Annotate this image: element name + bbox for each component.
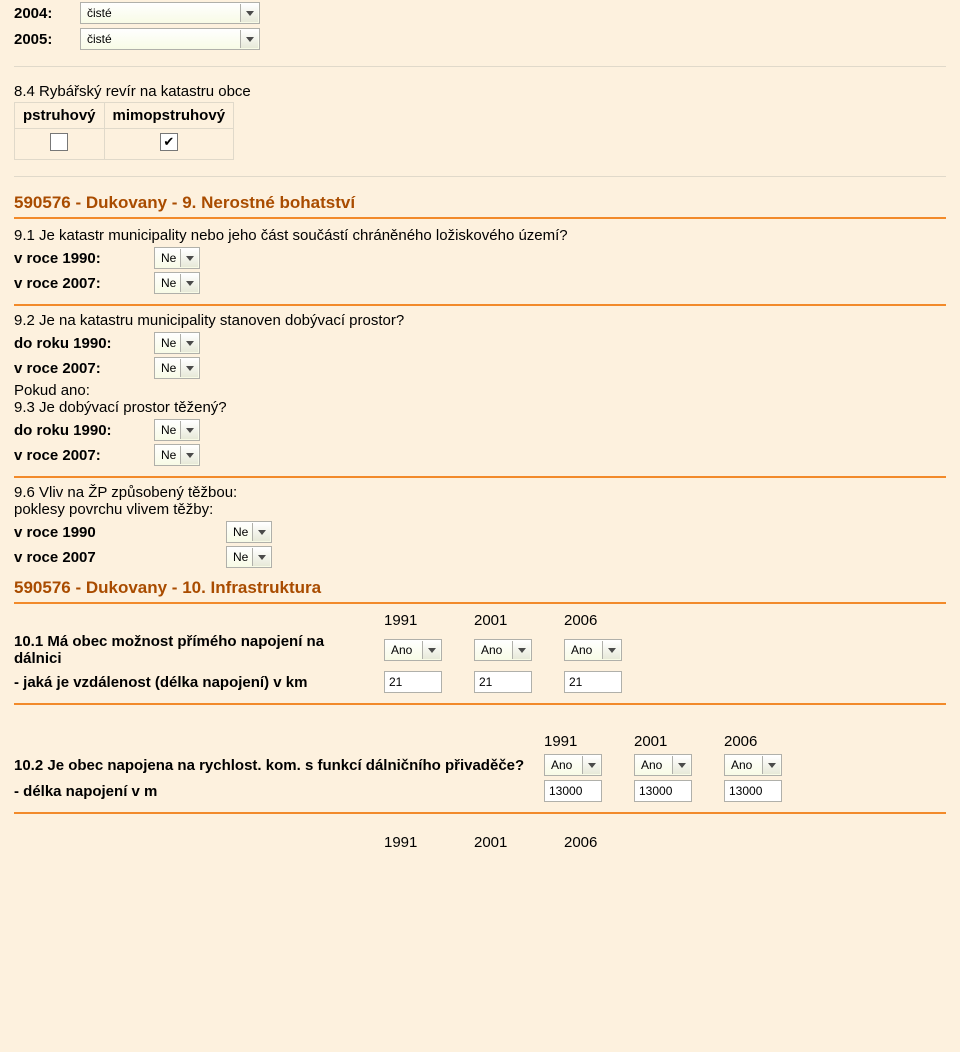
- col-mimopstruhovy: mimopstruhový: [104, 103, 234, 129]
- chevron-down-icon: [240, 4, 258, 22]
- q-10-2-dist: - délka napojení v m: [14, 783, 534, 800]
- row-9-3-1990: do roku 1990: Ne: [14, 419, 946, 441]
- year-2001: 2001: [634, 733, 714, 750]
- val: Ne: [161, 448, 176, 462]
- chevron-down-icon: [240, 30, 258, 48]
- q-9-6: 9.6 Vliv na ŽP způsobený těžbou:: [14, 484, 946, 501]
- lbl: v roce 2007:: [14, 275, 154, 292]
- dropdown-value: čisté: [87, 6, 112, 20]
- input-10-1-dist-2001[interactable]: 21: [474, 671, 532, 693]
- chevron-down-icon: [582, 756, 600, 774]
- q-8-4-title: 8.4 Rybářský revír na katastru obce: [14, 83, 946, 100]
- chevron-down-icon: [180, 421, 198, 439]
- dropdown-value: čisté: [87, 32, 112, 46]
- year-label: 2004:: [14, 5, 80, 22]
- pokud-ano: Pokud ano:: [14, 382, 946, 399]
- input-10-2-dist-2006[interactable]: 13000: [724, 780, 782, 802]
- row-year-2004: 2004: čisté: [14, 2, 946, 24]
- year-label: 2005:: [14, 31, 80, 48]
- year-1991: 1991: [384, 834, 464, 851]
- dropdown-10-1-2006[interactable]: Ano: [564, 639, 622, 661]
- year-1991: 1991: [384, 612, 464, 629]
- year-2006: 2006: [564, 834, 644, 851]
- checkbox-mimopstruhovy[interactable]: ✔: [160, 133, 178, 151]
- lbl: v roce 2007: [14, 549, 226, 566]
- footer-years: 1991 2001 2006: [14, 834, 946, 851]
- heading-10: 590576 - Dukovany - 10. Infrastruktura: [14, 578, 946, 598]
- chevron-down-icon: [252, 548, 270, 566]
- chevron-down-icon: [762, 756, 780, 774]
- input-10-2-dist-2001[interactable]: 13000: [634, 780, 692, 802]
- col-pstruhovy: pstruhový: [15, 103, 105, 129]
- chevron-down-icon: [180, 334, 198, 352]
- q-10-2: 10.2 Je obec napojena na rychlost. kom. …: [14, 757, 534, 774]
- input-10-1-dist-1991[interactable]: 21: [384, 671, 442, 693]
- val: Ne: [233, 525, 248, 539]
- dropdown-9-2-1990[interactable]: Ne: [154, 332, 200, 354]
- val: Ne: [161, 276, 176, 290]
- chevron-down-icon: [422, 641, 440, 659]
- val: Ne: [161, 423, 176, 437]
- dropdown-2004[interactable]: čisté: [80, 2, 260, 24]
- chevron-down-icon: [672, 756, 690, 774]
- row-9-1-1990: v roce 1990: Ne: [14, 247, 946, 269]
- row-year-2005: 2005: čisté: [14, 28, 946, 50]
- chevron-down-icon: [252, 523, 270, 541]
- chevron-down-icon: [602, 641, 620, 659]
- row-9-6-2007: v roce 2007 Ne: [14, 546, 946, 568]
- dropdown-10-1-2001[interactable]: Ano: [474, 639, 532, 661]
- dropdown-10-2-2001[interactable]: Ano: [634, 754, 692, 776]
- val: Ne: [161, 336, 176, 350]
- year-2001: 2001: [474, 834, 554, 851]
- year-1991: 1991: [544, 733, 624, 750]
- chevron-down-icon: [180, 274, 198, 292]
- dropdown-10-1-1991[interactable]: Ano: [384, 639, 442, 661]
- year-2006: 2006: [724, 733, 804, 750]
- row-9-2-1990: do roku 1990: Ne: [14, 332, 946, 354]
- dropdown-10-2-2006[interactable]: Ano: [724, 754, 782, 776]
- q-9-6-sub: poklesy povrchu vlivem těžby:: [14, 501, 946, 518]
- grid-10-1: 1991 2001 2006 10.1 Má obec možnost přím…: [14, 612, 946, 693]
- lbl: do roku 1990:: [14, 422, 154, 439]
- dropdown-9-6-1990[interactable]: Ne: [226, 521, 272, 543]
- lbl: v roce 1990:: [14, 250, 154, 267]
- chevron-down-icon: [180, 359, 198, 377]
- checkbox-pstruhovy[interactable]: [50, 133, 68, 151]
- chevron-down-icon: [180, 249, 198, 267]
- lbl: v roce 2007:: [14, 447, 154, 464]
- dropdown-9-2-2007[interactable]: Ne: [154, 357, 200, 379]
- dropdown-2005[interactable]: čisté: [80, 28, 260, 50]
- lbl: v roce 2007:: [14, 360, 154, 377]
- chevron-down-icon: [180, 446, 198, 464]
- q-10-1: 10.1 Má obec možnost přímého napojení na…: [14, 633, 374, 667]
- val: Ne: [233, 550, 248, 564]
- q-9-1: 9.1 Je katastr municipality nebo jeho čá…: [14, 227, 946, 244]
- dropdown-9-1-2007[interactable]: Ne: [154, 272, 200, 294]
- val: Ne: [161, 251, 176, 265]
- q-10-1-dist: - jaká je vzdálenost (délka napojení) v …: [14, 674, 374, 691]
- q-9-3: 9.3 Je dobývací prostor těžený?: [14, 399, 946, 416]
- lbl: v roce 1990: [14, 524, 226, 541]
- input-10-2-dist-1991[interactable]: 13000: [544, 780, 602, 802]
- dropdown-9-1-1990[interactable]: Ne: [154, 247, 200, 269]
- lbl: do roku 1990:: [14, 335, 154, 352]
- input-10-1-dist-2006[interactable]: 21: [564, 671, 622, 693]
- dropdown-9-3-1990[interactable]: Ne: [154, 419, 200, 441]
- chevron-down-icon: [512, 641, 530, 659]
- table-revir: pstruhový mimopstruhový ✔: [14, 102, 234, 160]
- dropdown-9-3-2007[interactable]: Ne: [154, 444, 200, 466]
- row-9-1-2007: v roce 2007: Ne: [14, 272, 946, 294]
- row-9-2-2007: v roce 2007: Ne: [14, 357, 946, 379]
- val: Ne: [161, 361, 176, 375]
- dropdown-10-2-1991[interactable]: Ano: [544, 754, 602, 776]
- q-9-2: 9.2 Je na katastru municipality stanoven…: [14, 312, 946, 329]
- dropdown-9-6-2007[interactable]: Ne: [226, 546, 272, 568]
- row-9-3-2007: v roce 2007: Ne: [14, 444, 946, 466]
- row-9-6-1990: v roce 1990 Ne: [14, 521, 946, 543]
- year-2001: 2001: [474, 612, 554, 629]
- year-2006: 2006: [564, 612, 644, 629]
- heading-9: 590576 - Dukovany - 9. Nerostné bohatstv…: [14, 193, 946, 213]
- grid-10-2: 1991 2001 2006 10.2 Je obec napojena na …: [14, 733, 946, 802]
